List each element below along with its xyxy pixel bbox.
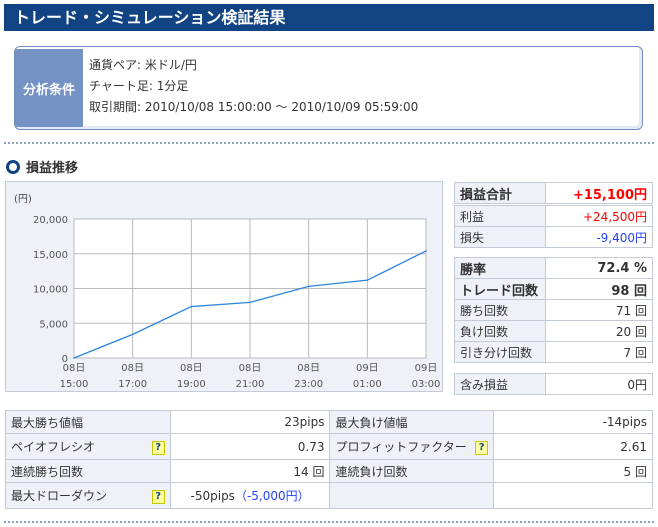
help-icon[interactable]: ? (151, 490, 165, 504)
max-win-value: 23pips (169, 410, 331, 434)
profit-label: 利益 (454, 205, 546, 227)
x-tick-label: 08日 (297, 363, 320, 374)
x-tick-label: 08日 (121, 363, 144, 374)
x-tick-label: 09日 (356, 363, 379, 374)
y-tick-label: 5,000 (39, 319, 68, 330)
max-loss-label: 最大負け値幅 (329, 410, 495, 434)
x-tick-label: 23:00 (294, 379, 323, 390)
pl-summary-table: 損益合計 +15,100円 (454, 182, 653, 204)
x-tick-label: 08日 (239, 363, 262, 374)
unrealized-value: 0円 (545, 373, 653, 395)
y-tick-label: 15,000 (33, 250, 68, 261)
section-title: 損益推移 (26, 161, 79, 176)
total-value: +15,100円 (545, 182, 653, 204)
data-point (366, 279, 369, 281)
pl-chart: (円) 0 5,000 10,000 15,000 20,000 08日 15:00 08日 17… (5, 181, 443, 392)
losses-label: 負け回数 (454, 320, 546, 342)
consec-loss-value: 5 回 (493, 459, 653, 483)
drawdown-value: -50pips（-5,000円） (169, 482, 331, 509)
pf-value: 2.61 (493, 433, 653, 460)
drawdown-pips: -50pips (190, 489, 235, 503)
winrate-value: 72.4 % (545, 257, 653, 279)
x-tick-label: 17:00 (118, 379, 147, 390)
bullet-icon (6, 159, 20, 174)
trade-period: 取引期間: 2010/10/08 15:00:00 〜 2010/10/09 0… (89, 100, 419, 114)
unrealized-label: 含み損益 (454, 373, 546, 395)
pl-breakdown-table: 利益 +24,500円 損失 -9,400円 (454, 205, 653, 248)
profit-value: +24,500円 (545, 205, 653, 227)
x-tick-label: 15:00 (60, 379, 89, 390)
y-axis-label: (円) (14, 194, 32, 205)
pf-label: プロフィットファクター (335, 440, 467, 454)
loss-label: 損失 (454, 226, 546, 248)
row-total: 損益合計 +15,100円 (454, 182, 653, 204)
consec-win-label: 連続勝ち回数 (5, 459, 171, 483)
data-point (73, 357, 75, 359)
data-point (190, 305, 193, 308)
y-tick-label: 0 (62, 354, 68, 365)
data-point (131, 333, 134, 336)
wins-value: 71 回 (545, 299, 653, 321)
x-tick-label: 08日 (63, 363, 86, 374)
x-tick-label: 01:00 (353, 379, 382, 390)
payoff-label: ペイオフレシオ (11, 440, 96, 454)
y-tick-label: 20,000 (33, 215, 68, 226)
draws-value: 7 回 (545, 341, 653, 363)
max-win-label: 最大勝ち値幅 (5, 410, 171, 434)
loss-value: -9,400円 (545, 226, 653, 248)
total-label: 損益合計 (454, 182, 546, 204)
max-loss-value: -14pips (493, 410, 653, 434)
x-tick-label: 21:00 (236, 379, 265, 390)
drawdown-yen: -5,000円 (246, 489, 298, 503)
pl-chart-svg: (円) 0 5,000 10,000 15,000 20,000 08日 15:00 08日 17… (14, 194, 441, 390)
consec-loss-label: 連続負け回数 (329, 459, 495, 483)
draws-label: 引き分け回数 (454, 341, 546, 363)
payoff-value: 0.73 (169, 433, 331, 460)
unrealized-table: 含み損益 0円 (454, 373, 653, 395)
data-point (425, 250, 427, 252)
conditions-label: 分析条件 (15, 49, 83, 127)
paren: ） (297, 489, 310, 503)
help-icon[interactable]: ? (151, 441, 165, 455)
winrate-label: 勝率 (454, 257, 546, 279)
page-title: トレード・シミュレーション検証結果 (4, 4, 654, 31)
divider (4, 142, 654, 144)
x-tick-label: 19:00 (177, 379, 206, 390)
y-tick-label: 10,000 (33, 285, 68, 296)
x-tick-label: 03:00 (412, 379, 441, 390)
losses-value: 20 回 (545, 320, 653, 342)
analysis-conditions: 分析条件 通貨ペア: 米ドル/円 チャート足: 1分足 取引期間: 2010/1… (14, 46, 643, 130)
section-header: 損益推移 (6, 157, 78, 176)
help-icon[interactable]: ? (475, 441, 489, 455)
chart-timeframe: チャート足: 1分足 (89, 79, 189, 93)
currency-pair: 通貨ペア: 米ドル/円 (89, 58, 197, 72)
paren: （ (234, 489, 247, 503)
consec-win-value: 14 回 (169, 459, 331, 483)
data-point (249, 301, 251, 304)
wins-label: 勝ち回数 (454, 299, 546, 321)
data-point (307, 285, 310, 288)
trades-label: トレード回数 (454, 278, 546, 300)
divider (4, 521, 654, 523)
drawdown-label: 最大ドローダウン (11, 489, 108, 503)
trades-value: 98 回 (545, 278, 653, 300)
x-tick-label: 09日 (415, 363, 438, 374)
trade-stats-table: 勝率 72.4 % トレード回数 98 回 勝ち回数 71 回 負け回数 20 回 引き… (454, 257, 653, 363)
x-tick-label: 08日 (180, 363, 203, 374)
detail-stats-table: 最大勝ち値幅 23pips 最大負け値幅 -14pips ペイオフレシオ? 0.73 プロ… (5, 410, 653, 509)
